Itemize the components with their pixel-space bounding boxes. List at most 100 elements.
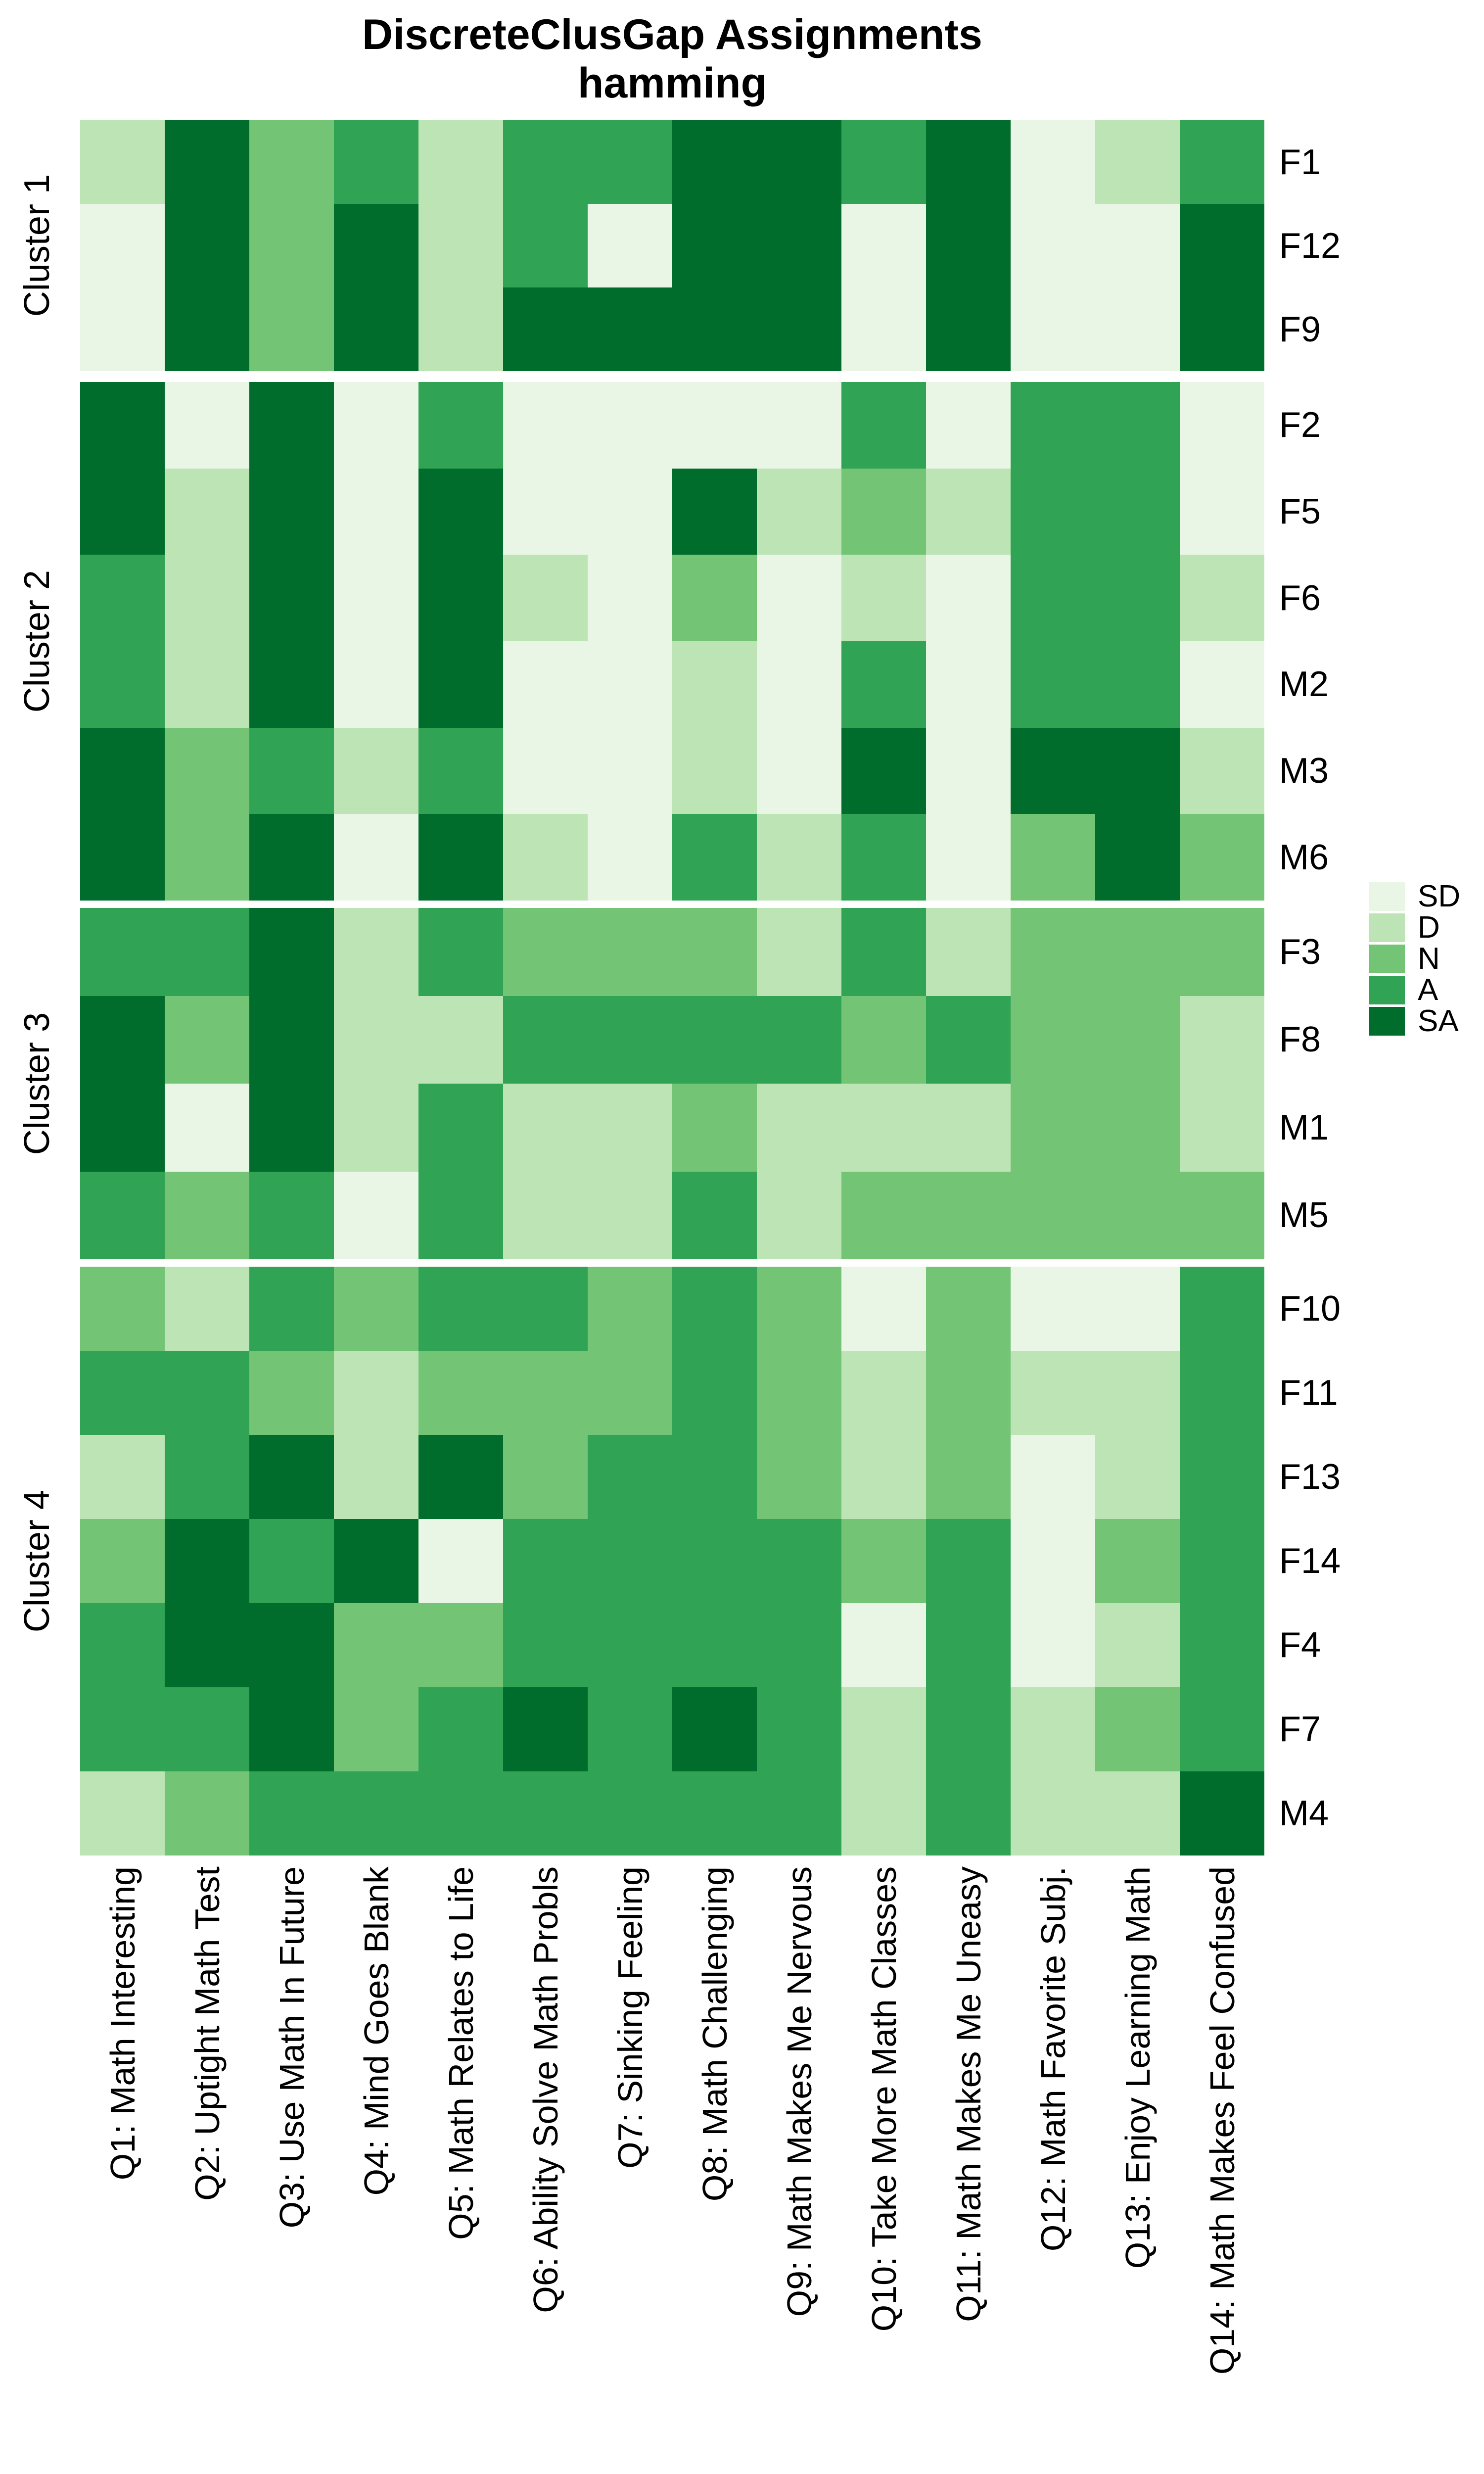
cluster-block: [80, 382, 1264, 901]
heatmap-cell: [1180, 1687, 1264, 1771]
heatmap-cell: [1011, 120, 1095, 204]
heatmap-cell: [503, 1435, 588, 1519]
heatmap-cell: [757, 1084, 841, 1172]
heatmap-cell: [334, 1771, 418, 1856]
heatmap-cell: [672, 1771, 757, 1856]
heatmap-cell: [588, 120, 672, 204]
heatmap-cell: [334, 908, 418, 996]
heatmap-cell: [418, 814, 503, 901]
heatmap-cell: [334, 996, 418, 1084]
heatmap-cell: [841, 641, 926, 728]
heatmap-row: [80, 996, 1264, 1084]
heatmap-cell: [418, 382, 503, 469]
heatmap-cell: [165, 1771, 249, 1856]
heatmap-cell: [334, 1687, 418, 1771]
heatmap-cell: [1180, 382, 1264, 469]
heatmap-cell: [757, 555, 841, 642]
row-label-slot: M6: [1279, 814, 1447, 901]
heatmap-cell: [926, 555, 1011, 642]
row-label-slot: M3: [1279, 728, 1447, 814]
heatmap-cell: [1180, 727, 1264, 814]
heatmap-cell: [588, 996, 672, 1084]
heatmap-cell: [841, 287, 926, 371]
row-label: M4: [1279, 1794, 1329, 1833]
heatmap-cell: [503, 1267, 588, 1351]
heatmap-cell: [1011, 1771, 1095, 1856]
heatmap-row: [80, 908, 1264, 996]
heatmap-cell: [757, 1687, 841, 1771]
heatmap-cell: [588, 468, 672, 555]
heatmap-cell: [418, 1519, 503, 1603]
row-label-slot: M1: [1279, 1084, 1447, 1172]
heatmap-cell: [80, 1519, 165, 1603]
heatmap-cell: [418, 908, 503, 996]
column-label: Q13: Enjoy Learning Math: [1118, 1866, 1157, 2269]
heatmap-cell: [334, 1435, 418, 1519]
heatmap-cell: [1011, 1267, 1095, 1351]
heatmap-cell: [926, 204, 1011, 287]
heatmap-cell: [80, 1084, 165, 1172]
heatmap-cell: [165, 814, 249, 901]
row-label-slot: F10: [1279, 1267, 1447, 1351]
heatmap-cell: [757, 287, 841, 371]
heatmap-cell: [249, 1435, 334, 1519]
heatmap-cell: [841, 1687, 926, 1771]
cluster-label: Cluster 4: [17, 1489, 57, 1633]
heatmap-cell: [841, 120, 926, 204]
heatmap-cell: [1180, 1267, 1264, 1351]
heatmap-cell: [80, 996, 165, 1084]
heatmap-cell: [1095, 1687, 1180, 1771]
column-label-slot: Q10: Take More Math Classes: [841, 1866, 926, 2474]
heatmap-cell: [503, 1171, 588, 1259]
heatmap-cell: [418, 120, 503, 204]
heatmap-cell: [757, 727, 841, 814]
heatmap-cell: [418, 1267, 503, 1351]
legend-swatch: [1369, 1007, 1405, 1036]
heatmap-cell: [1095, 287, 1180, 371]
row-label: F5: [1279, 492, 1321, 531]
heatmap-cell: [926, 908, 1011, 996]
heatmap-cell: [249, 120, 334, 204]
row-label: F4: [1279, 1625, 1321, 1665]
heatmap-cell: [1180, 555, 1264, 642]
heatmap-cell: [80, 641, 165, 728]
heatmap-cell: [672, 1171, 757, 1259]
column-label: Q7: Sinking Feeling: [610, 1866, 649, 2169]
heatmap-cell: [165, 1267, 249, 1351]
heatmap-cell: [672, 1687, 757, 1771]
heatmap-cell: [588, 204, 672, 287]
heatmap-cell: [1180, 1519, 1264, 1603]
heatmap-cell: [672, 1519, 757, 1603]
heatmap-grid: [80, 120, 1264, 1856]
heatmap-cell: [672, 1351, 757, 1435]
heatmap-cell: [672, 204, 757, 287]
heatmap-cell: [503, 468, 588, 555]
legend-swatch: [1369, 945, 1405, 973]
heatmap-row: [80, 814, 1264, 901]
heatmap-cell: [588, 1267, 672, 1351]
heatmap-cell: [1011, 287, 1095, 371]
heatmap-cell: [926, 1351, 1011, 1435]
heatmap-cell: [165, 727, 249, 814]
heatmap-cell: [165, 1351, 249, 1435]
legend-swatch: [1369, 882, 1405, 911]
row-label-block: F10 F11 F13 F14 F4 F7 M4: [1279, 1267, 1447, 1856]
heatmap-cell: [503, 1084, 588, 1172]
heatmap-cell: [1011, 996, 1095, 1084]
heatmap-cell: [249, 1603, 334, 1687]
heatmap-row: [80, 204, 1264, 287]
legend-label: D: [1418, 910, 1440, 945]
column-label: Q14: Math Makes Feel Confused: [1203, 1866, 1242, 2375]
heatmap-cell: [588, 1084, 672, 1172]
heatmap-row: [80, 727, 1264, 814]
heatmap-cell: [841, 1267, 926, 1351]
heatmap-cell: [841, 204, 926, 287]
heatmap-cell: [1011, 468, 1095, 555]
heatmap-cell: [249, 727, 334, 814]
heatmap-cell: [249, 1351, 334, 1435]
heatmap-cell: [503, 382, 588, 469]
chart-subtitle: hamming: [577, 59, 767, 107]
heatmap-cell: [165, 120, 249, 204]
column-label-slot: Q1: Math Interesting: [80, 1866, 165, 2474]
heatmap-cell: [249, 1267, 334, 1351]
